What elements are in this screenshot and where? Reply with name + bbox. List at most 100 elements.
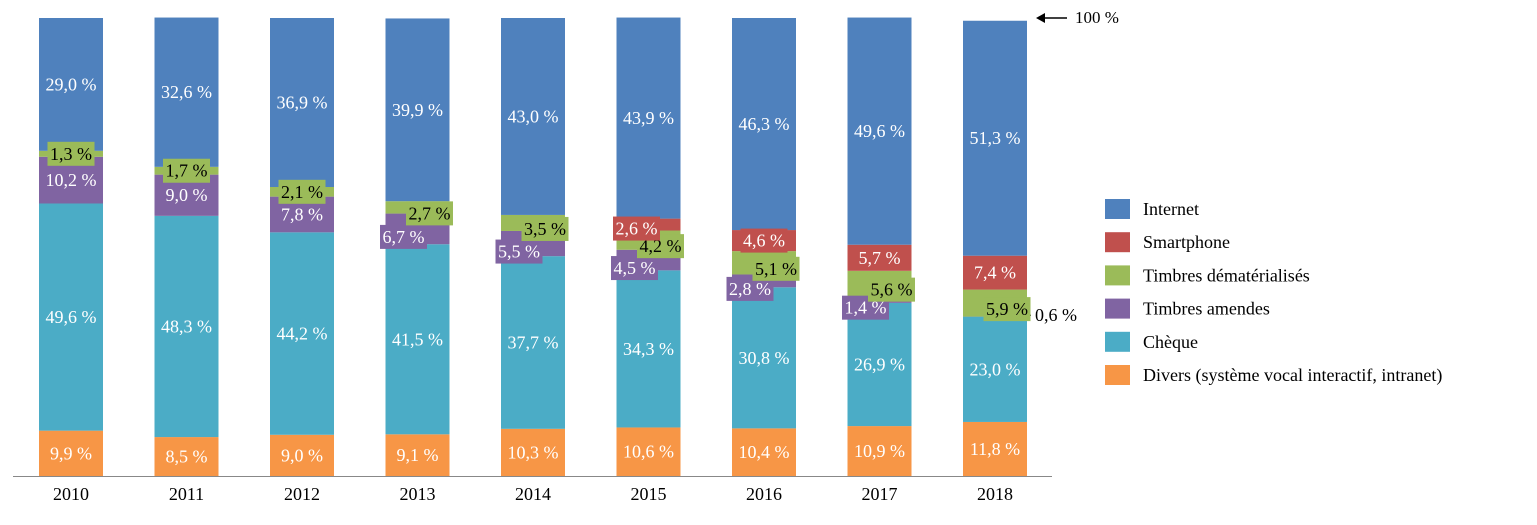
data-label: 11,8 %: [970, 439, 1020, 459]
data-label: 41,5 %: [392, 329, 443, 349]
data-label: 36,9 %: [277, 93, 328, 113]
legend-item: Timbres amendes: [1105, 298, 1270, 319]
bar-segment: [154, 215, 219, 438]
data-label: 44,2 %: [277, 324, 328, 344]
data-label: 43,0 %: [508, 106, 559, 126]
data-label-box: [983, 297, 1031, 322]
data-label-box: [971, 260, 1019, 285]
data-label: 23,0 %: [970, 359, 1021, 379]
data-label: 5,6 %: [871, 280, 913, 300]
legend-label: Internet: [1143, 199, 1199, 219]
bar-segment: [39, 203, 103, 431]
data-label: 48,3 %: [161, 316, 212, 336]
bar-segment: [501, 256, 565, 429]
legend-item: Timbres dématérialisés: [1105, 265, 1310, 286]
data-label: 4,6 %: [743, 231, 785, 251]
bar-segment: [963, 421, 1027, 476]
data-label-box: [868, 277, 915, 302]
data-label: 2,8 %: [729, 279, 771, 299]
bar-segment: [154, 17, 219, 167]
data-label: 5,9 %: [986, 299, 1028, 319]
data-label-box: [521, 216, 569, 241]
data-label: 30,8 %: [739, 348, 790, 368]
data-label: 46,3 %: [739, 114, 790, 134]
bar-segment: [501, 18, 565, 215]
data-label: 4,2 %: [640, 236, 682, 256]
data-label: 1,7 %: [166, 161, 208, 181]
x-tick-label: 2012: [284, 484, 320, 504]
data-label: 9,9 %: [50, 443, 92, 463]
bar-segment: [385, 244, 450, 435]
bar-segment: [847, 426, 912, 476]
data-label: 8,5 %: [166, 447, 208, 467]
bar-segment: [385, 434, 450, 476]
bar-segment: [385, 18, 450, 202]
legend-swatch: [1105, 331, 1130, 352]
legend-label: Divers (système vocal interactif, intran…: [1143, 365, 1442, 386]
bar-segment: [732, 428, 796, 476]
data-label: 7,8 %: [281, 204, 323, 224]
top-marker-label: 100 %: [1075, 8, 1119, 27]
data-label: 5,1 %: [755, 259, 797, 279]
bar-segment: [847, 302, 912, 427]
data-label: 37,7 %: [508, 332, 559, 352]
legend-swatch: [1105, 365, 1130, 385]
bar-segment: [501, 428, 565, 476]
legend-swatch: [1105, 298, 1130, 319]
legend-label: Timbres amendes: [1143, 299, 1270, 319]
data-label: 34,3 %: [623, 339, 674, 359]
legend-item: Chèque: [1105, 331, 1198, 352]
data-label: 32,6 %: [161, 82, 212, 102]
bar-segment: [39, 430, 103, 476]
x-tick-label: 2017: [862, 484, 898, 504]
x-tick-label: 2018: [977, 484, 1013, 504]
legend-item: Internet: [1105, 199, 1199, 219]
data-label: 4,5 %: [614, 258, 656, 278]
data-label-box: [47, 141, 95, 166]
data-label: 43,9 %: [623, 108, 674, 128]
bar-segment: [616, 17, 681, 219]
data-label-box: [406, 201, 453, 226]
data-label: 26,9 %: [854, 354, 905, 374]
data-label: 1,3 %: [50, 144, 92, 164]
data-label: 5,7 %: [859, 248, 901, 268]
bar-segment: [963, 316, 1027, 422]
legend-item: Divers (système vocal interactif, intran…: [1105, 365, 1442, 386]
data-label-box: [613, 216, 660, 241]
data-label-box: [380, 224, 427, 249]
x-tick-label: 2016: [746, 484, 782, 504]
data-label-box: [752, 256, 800, 281]
data-label-box: [278, 179, 326, 204]
bar-segment: [39, 18, 103, 151]
data-label: 29,0 %: [46, 74, 97, 94]
data-label: 10,3 %: [508, 442, 559, 462]
data-label-box: [611, 256, 658, 281]
bar-segment: [847, 17, 912, 245]
data-label: 9,1 %: [397, 445, 439, 465]
bar-segment: [616, 427, 681, 476]
data-label: 2,1 %: [281, 182, 323, 202]
data-label: 1,4 %: [845, 298, 887, 318]
legend-label: Chèque: [1143, 332, 1198, 352]
x-tick-label: 2011: [169, 484, 204, 504]
data-label: 10,6 %: [623, 442, 674, 462]
legend-swatch: [1105, 232, 1130, 253]
data-label: 10,4 %: [739, 442, 790, 462]
data-label: 49,6 %: [854, 121, 905, 141]
data-label: 49,6 %: [46, 307, 97, 327]
x-tick-label: 2010: [53, 484, 89, 504]
bar-segment: [154, 437, 219, 476]
data-label: 5,5 %: [498, 242, 540, 262]
data-label: 3,5 %: [524, 219, 566, 239]
arrow-left-icon: [1036, 13, 1045, 23]
x-tick-label: 2015: [631, 484, 667, 504]
bar-segment: [270, 434, 334, 476]
data-label: 0,6 %: [1035, 305, 1077, 325]
data-label: 2,7 %: [409, 203, 451, 223]
legend-swatch: [1105, 265, 1130, 286]
data-label: 39,9 %: [392, 100, 443, 120]
bar-segment: [732, 287, 796, 429]
legend-item: Smartphone: [1105, 232, 1230, 253]
data-label: 10,9 %: [854, 441, 905, 461]
data-label: 7,4 %: [974, 263, 1016, 283]
